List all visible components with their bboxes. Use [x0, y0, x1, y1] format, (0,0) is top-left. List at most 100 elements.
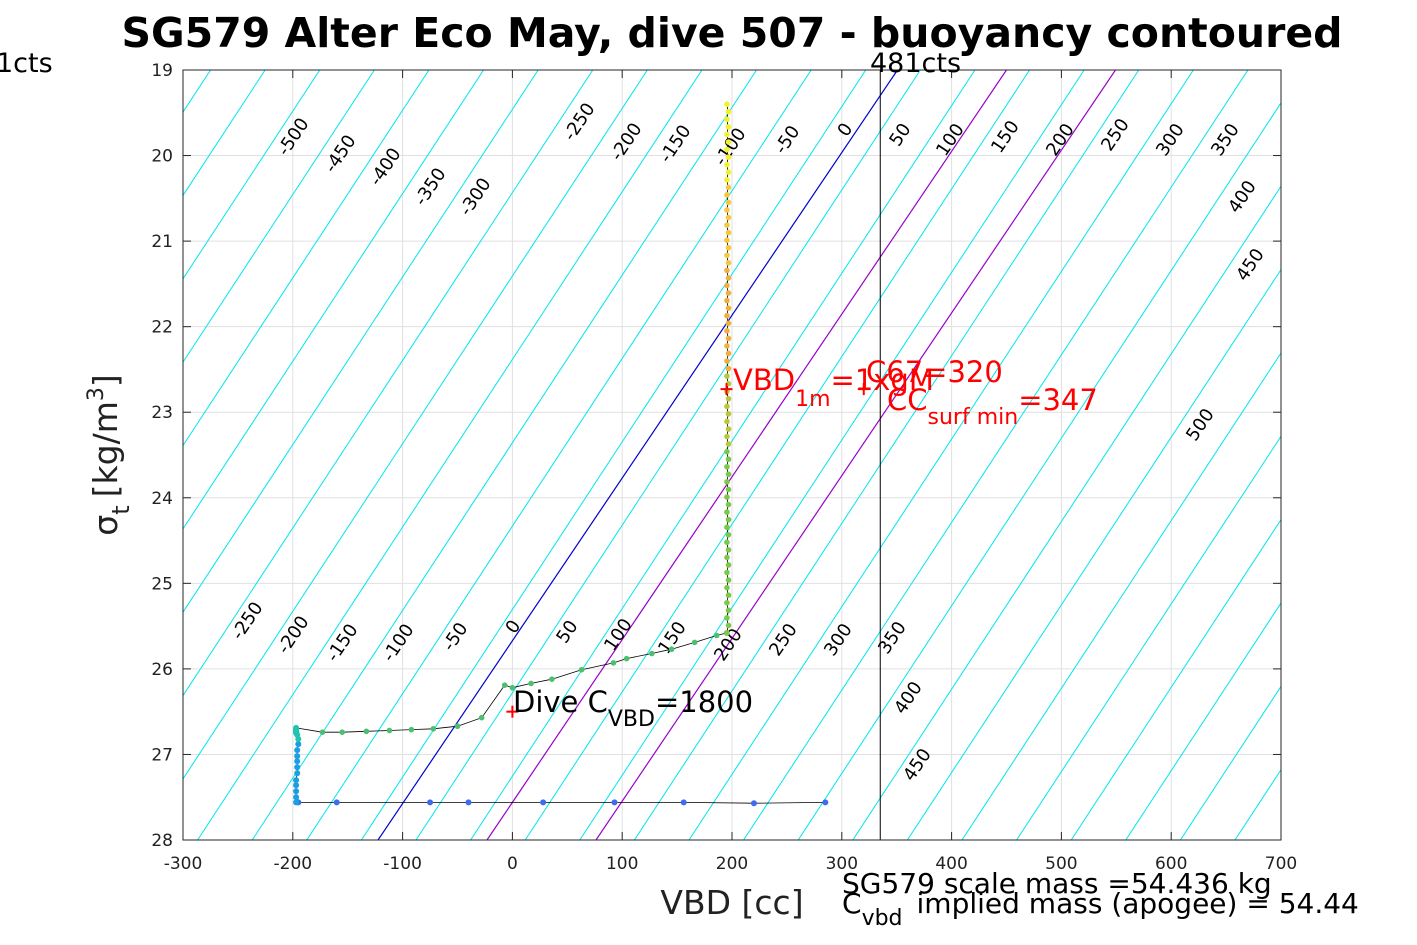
- cc-main: CC: [887, 383, 928, 417]
- bottom-point: [293, 788, 300, 795]
- y-label-sup: 3: [84, 387, 109, 401]
- vertical-track-point: [724, 252, 730, 259]
- descent-point: [540, 799, 547, 806]
- contour-line: [197, 70, 703, 840]
- contour-line: [1016, 435, 1281, 840]
- vertical-track-point: [724, 554, 730, 561]
- vertical-track-point: [725, 108, 732, 115]
- contour-line: [183, 70, 484, 530]
- contour-line: [579, 70, 1085, 840]
- dive-track: [293, 101, 829, 807]
- vertical-track-point: [724, 161, 730, 168]
- cc-annotation: CCsurf min=347: [887, 383, 1098, 430]
- scale-mass-footer: SG579 scale mass =54.436 kg: [842, 867, 1272, 900]
- vbd1m-main: VBD: [733, 363, 795, 397]
- implied-mass-footer: Cvbd implied mass (apogee) = 54.44: [842, 887, 1359, 931]
- vertical-track-point: [725, 562, 732, 568]
- vertical-track-point: [725, 214, 732, 221]
- vertical-track-point: [725, 169, 732, 176]
- dive-value: =1800: [655, 685, 753, 719]
- bottom-point: [294, 764, 301, 771]
- y-tick-label: 27: [151, 745, 173, 765]
- contour-line: [1399, 70, 1417, 840]
- y-tick-label: 23: [151, 403, 173, 423]
- climb-point: [578, 666, 585, 673]
- vertical-track-point: [724, 463, 730, 470]
- vertical-track-point: [724, 282, 730, 289]
- bottom-point: [294, 747, 301, 754]
- vertical-track-point: [725, 139, 732, 145]
- dive-main: Dive C: [513, 685, 608, 719]
- contour-line: [797, 101, 1281, 840]
- descent-point: [822, 799, 829, 806]
- climb-point: [478, 714, 485, 721]
- vertical-track-point: [725, 275, 732, 281]
- cvbd-line-2: [595, 70, 1116, 840]
- vertical-track-point: [724, 615, 730, 621]
- y-label-unit: [kg/m: [86, 401, 125, 497]
- vertical-track-point: [724, 509, 730, 515]
- x-tick-label: 700: [1265, 854, 1297, 874]
- vertical-track-point: [725, 124, 732, 130]
- vertical-track-point: [724, 418, 730, 425]
- x-tick-label: 400: [935, 854, 967, 874]
- c67-annotation: C67=320: [866, 355, 1003, 389]
- vertical-track-point: [724, 207, 730, 213]
- x-tick-label: 200: [716, 854, 748, 874]
- axis-ticks: -300 -200 -100 0 100 200 300 400 500 600 700 19 20 21…: [151, 61, 1297, 874]
- c67-label: C67: [866, 355, 923, 389]
- bottom-point: [294, 770, 301, 777]
- vertical-track-point: [724, 237, 730, 243]
- reference-lines: [377, 70, 1116, 840]
- vertical-track-point: [724, 312, 730, 319]
- y-tick-label: 25: [151, 574, 173, 594]
- contour-line: [360, 70, 867, 840]
- contour-line: [1344, 70, 1417, 840]
- vertical-track-point: [725, 290, 732, 296]
- descent-point: [333, 799, 340, 806]
- bottom-point: [293, 724, 300, 731]
- contour-line: [852, 185, 1281, 840]
- y-tick-label: 24: [151, 489, 173, 509]
- vertical-track-point: [725, 531, 732, 538]
- bottom-point: [293, 782, 300, 789]
- vertical-track-point: [725, 199, 732, 206]
- bottom-point: [293, 799, 300, 806]
- vertical-track-point: [724, 131, 730, 138]
- vertical-track-point: [725, 335, 732, 342]
- cvbd-line-1: [486, 70, 1007, 840]
- vbd1m-sub: 1m: [795, 387, 830, 412]
- y-tick-label: 22: [151, 318, 173, 338]
- contour-line: [633, 70, 1140, 840]
- climb-point: [319, 729, 326, 735]
- cts-left-label: 1cts: [0, 48, 53, 79]
- dive-cvbd-annotation: Dive CVBD=1800: [513, 685, 753, 732]
- climb-point: [430, 725, 437, 732]
- vertical-track-point: [725, 260, 732, 266]
- climb-point: [501, 682, 508, 688]
- y-tick-label: 26: [151, 660, 173, 680]
- x-tick-label: -200: [274, 854, 313, 874]
- climb-point: [528, 680, 534, 687]
- contour-line: [524, 70, 1030, 840]
- bottom-point: [294, 753, 301, 760]
- vertical-track-point: [724, 433, 730, 440]
- cvbd-rest: implied mass (apogee) = 54.44: [917, 887, 1359, 920]
- vertical-track-point: [725, 577, 732, 583]
- vertical-track-point: [725, 350, 732, 357]
- x-tick-label: -100: [383, 854, 422, 874]
- vbd1m-annotation: VBD1m=1xgM: [733, 363, 934, 412]
- vertical-track-point: [725, 456, 732, 463]
- vertical-track-point: [725, 244, 732, 251]
- x-tick-label: 0: [507, 854, 518, 874]
- vertical-track-point: [725, 320, 732, 327]
- climb-point: [386, 727, 393, 734]
- vertical-track-point: [725, 592, 732, 598]
- contour-line: [1125, 602, 1281, 840]
- vertical-track-point: [724, 448, 730, 455]
- vertical-track-point: [724, 343, 730, 349]
- vbd1m-rest: =1xgM: [831, 363, 934, 397]
- vertical-track-point: [724, 358, 730, 364]
- descent-point: [427, 799, 434, 806]
